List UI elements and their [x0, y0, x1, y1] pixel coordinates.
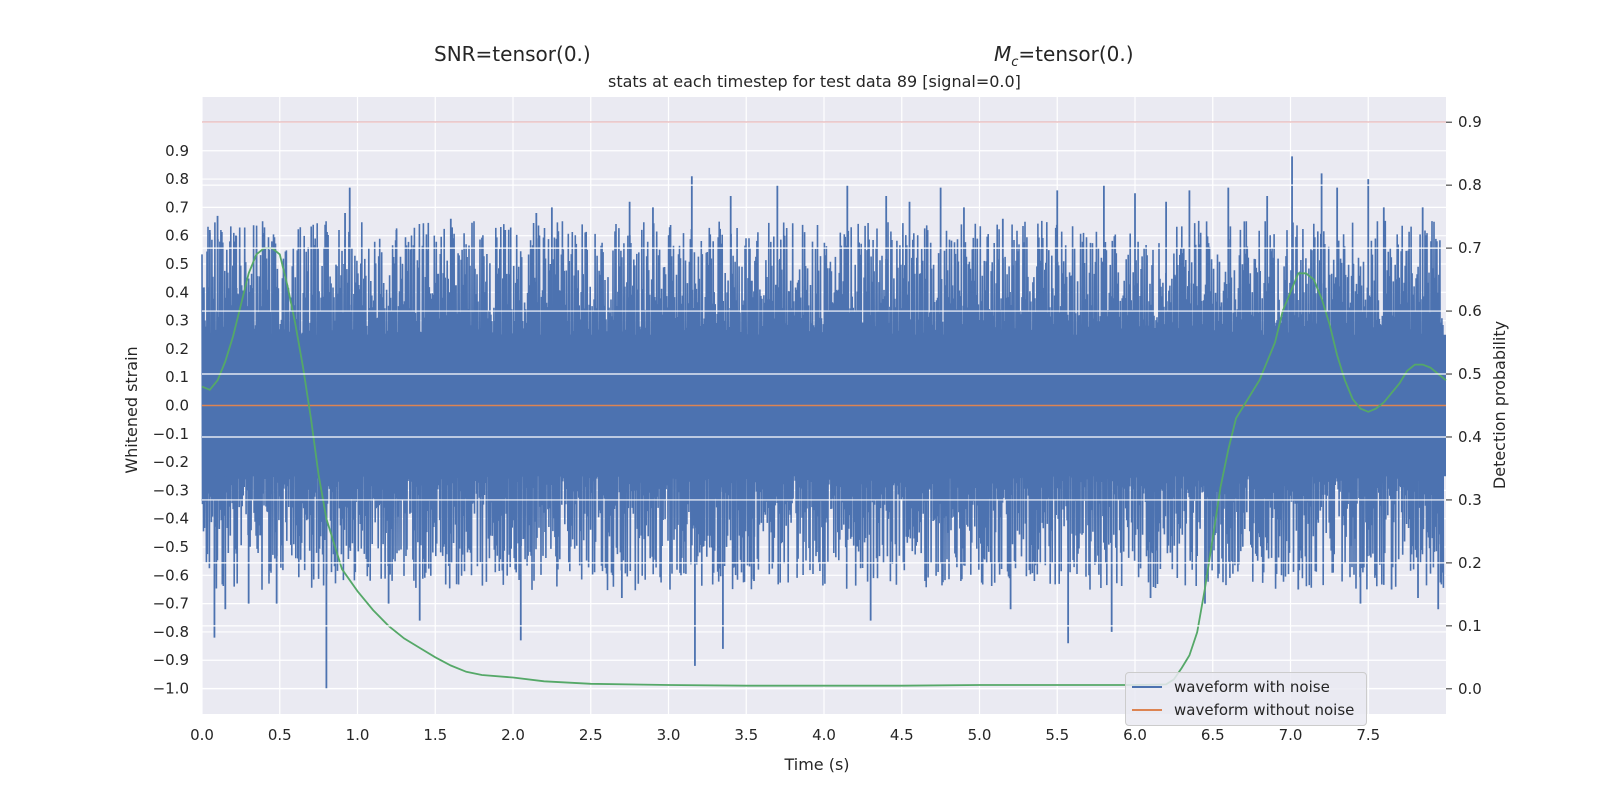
y2-tick-label: 0.5: [1458, 365, 1482, 383]
y2-tick-label: 0.8: [1458, 176, 1482, 194]
legend-item-noisy: waveform with noise: [1132, 676, 1330, 698]
x-tick-label: 7.5: [1356, 726, 1380, 744]
y2-tick-label: 0.9: [1458, 113, 1482, 131]
x-tick-label: 2.0: [501, 726, 525, 744]
y-tick-label: 0.7: [165, 198, 189, 216]
x-tick-label: 4.5: [890, 726, 914, 744]
y-tick-label: 0.4: [165, 283, 189, 301]
y2-tick-label: 0.4: [1458, 428, 1482, 446]
y2-tick-label: 0.1: [1458, 617, 1482, 635]
y2-axis-label: Detection probability: [1490, 321, 1509, 489]
x-tick-label: 0.0: [190, 726, 214, 744]
x-tick-label: 6.0: [1123, 726, 1147, 744]
x-tick-label: 3.5: [734, 726, 758, 744]
chirp-mass-value: =tensor(0.): [1018, 42, 1134, 66]
y2-tick-label: 0.6: [1458, 302, 1482, 320]
snr-title: SNR=tensor(0.): [434, 42, 591, 66]
legend-swatch-noisy: [1132, 686, 1162, 688]
x-tick-label: 2.5: [579, 726, 603, 744]
legend-label-noisy: waveform with noise: [1174, 678, 1330, 696]
x-tick-label: 3.0: [657, 726, 681, 744]
y-tick-label: 0.0: [165, 397, 189, 415]
chirp-mass-subscript: c: [1011, 55, 1019, 70]
x-axis-label: Time (s): [783, 755, 849, 774]
y-tick-label: 0.2: [165, 340, 189, 358]
y2-tick-label: 0.0: [1458, 680, 1482, 698]
y-tick-label: 0.1: [165, 368, 189, 386]
y-tick-label: −0.3: [153, 481, 189, 499]
y2-tick-label: 0.7: [1458, 239, 1482, 257]
x-axis-ticks: 0.0 0.5 1.0 1.5 2.0 2.5 3.0 3.5 4.0 4.5 5.0 5.5 6.0 6…: [190, 726, 1380, 744]
x-tick-label: 5.5: [1045, 726, 1069, 744]
y-axis-ticks: 0.9 0.8 0.7 0.6 0.5 0.4 0.3 0.2 0.1 0.0 −0.1 −0.2 −0…: [153, 142, 189, 698]
y-tick-label: −0.8: [153, 623, 189, 641]
chirp-mass-symbol: M: [994, 42, 1012, 66]
y-tick-label: −0.1: [153, 425, 189, 443]
y-tick-label: −0.6: [153, 566, 189, 584]
y-tick-label: −0.9: [153, 651, 189, 669]
y2-tick-label: 0.2: [1458, 554, 1482, 572]
y-tick-label: −1.0: [153, 680, 189, 698]
y-tick-label: 0.6: [165, 227, 189, 245]
x-tick-label: 0.5: [268, 726, 292, 744]
x-tick-label: 6.5: [1201, 726, 1225, 744]
plot-content: [201, 121, 1447, 690]
y-tick-label: 0.9: [165, 142, 189, 160]
legend-swatch-clean: [1132, 709, 1162, 711]
chart-title: stats at each timestep for test data 89 …: [608, 72, 1021, 91]
x-tick-label: 1.0: [346, 726, 370, 744]
legend: waveform with noise waveform without noi…: [1125, 672, 1367, 726]
y2-axis-ticks: 0.9 0.8 0.7 0.6 0.5 0.4 0.3 0.2 0.1 0.0: [1446, 113, 1482, 698]
y-tick-label: 0.3: [165, 312, 189, 330]
y-tick-label: −0.5: [153, 538, 189, 556]
x-tick-label: 4.0: [812, 726, 836, 744]
y2-tick-label: 0.3: [1458, 491, 1482, 509]
y-tick-label: 0.8: [165, 170, 189, 188]
x-tick-label: 7.0: [1279, 726, 1303, 744]
y-tick-label: −0.7: [153, 595, 189, 613]
y-tick-label: −0.2: [153, 453, 189, 471]
legend-item-clean: waveform without noise: [1132, 699, 1354, 721]
x-tick-label: 5.0: [968, 726, 992, 744]
y-axis-label: Whitened strain: [122, 346, 141, 473]
chirp-mass-title: Mc=tensor(0.): [994, 42, 1134, 70]
detection-probability-line: [201, 247, 1447, 687]
y-tick-label: −0.4: [153, 510, 189, 528]
legend-label-clean: waveform without noise: [1174, 701, 1355, 719]
y-tick-label: 0.5: [165, 255, 189, 273]
x-tick-label: 1.5: [423, 726, 447, 744]
